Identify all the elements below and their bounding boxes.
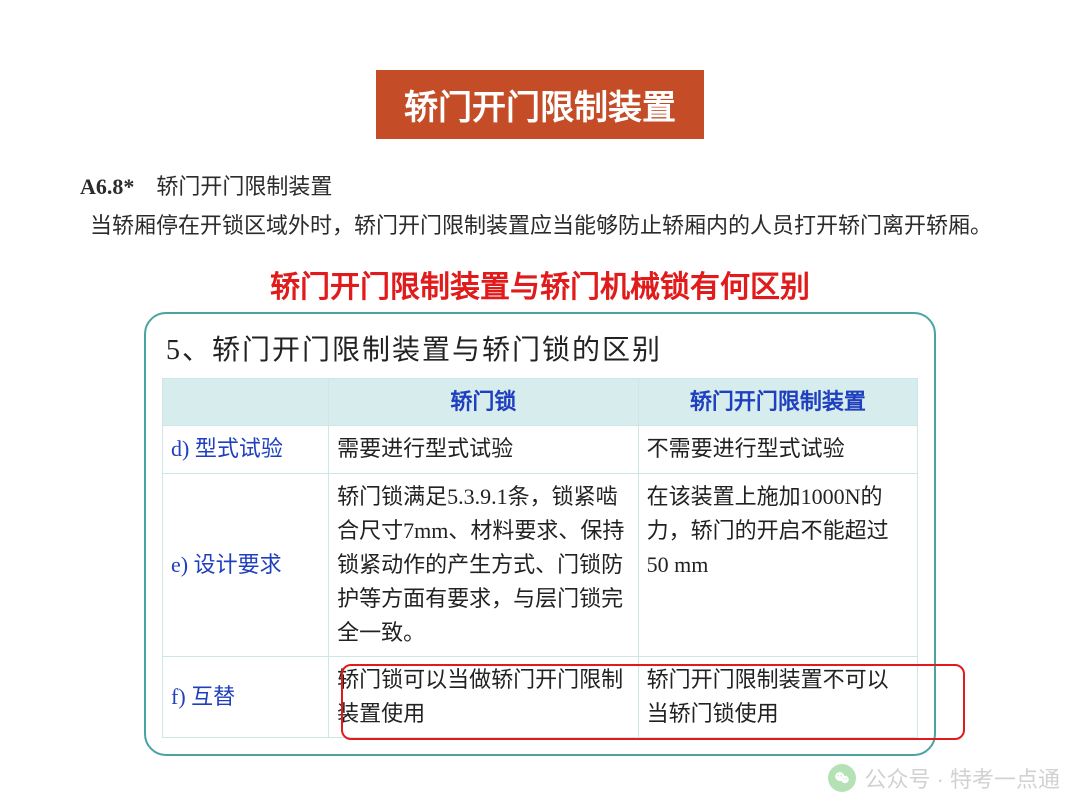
wechat-icon [828, 764, 856, 792]
title-wrap: 轿门开门限制装置 [30, 30, 1050, 169]
cell: 在该装置上施加1000N的力，轿门的开启不能超过50 mm [638, 473, 917, 656]
row-label: e) 设计要求 [163, 473, 329, 656]
header-col2: 轿门开门限制装置 [638, 379, 917, 426]
row-label: f) 互替 [163, 657, 329, 738]
section-label: 轿门开门限制装置 [156, 174, 332, 199]
section-code-line: A6.8* 轿门开门限制装置 [80, 169, 1050, 201]
cell: 需要进行型式试验 [329, 426, 639, 473]
section-code: A6.8* [80, 174, 134, 199]
table-card: 5、轿门开门限制装置与轿门锁的区别 轿门锁 轿门开门限制装置 d) 型式试验 需… [144, 312, 936, 756]
table-row: e) 设计要求 轿门锁满足5.3.9.1条，锁紧啮合尺寸7mm、材料要求、保持锁… [163, 473, 918, 656]
header-blank [163, 379, 329, 426]
watermark-text: 公众号 · 特考一点通 [864, 762, 1060, 794]
table-row: d) 型式试验 需要进行型式试验 不需要进行型式试验 [163, 426, 918, 473]
cell: 轿门开门限制装置不可以当轿门锁使用 [638, 657, 917, 738]
subtitle: 轿门开门限制装置与轿门机械锁有何区别 [30, 262, 1050, 306]
cell: 轿门锁满足5.3.9.1条，锁紧啮合尺寸7mm、材料要求、保持锁紧动作的产生方式… [329, 473, 639, 656]
page: 轿门开门限制装置 A6.8* 轿门开门限制装置 当轿厢停在开锁区域外时，轿门开门… [0, 0, 1080, 810]
table-row: f) 互替 轿门锁可以当做轿门开门限制装置使用 轿门开门限制装置不可以当轿门锁使… [163, 657, 918, 738]
comparison-table: 轿门锁 轿门开门限制装置 d) 型式试验 需要进行型式试验 不需要进行型式试验 … [162, 378, 918, 738]
cell: 不需要进行型式试验 [638, 426, 917, 473]
section-body: 当轿厢停在开锁区域外时，轿门开门限制装置应当能够防止轿厢内的人员打开轿门离开轿厢… [46, 207, 1034, 244]
table-heading: 5、轿门开门限制装置与轿门锁的区别 [166, 328, 918, 368]
row-label: d) 型式试验 [163, 426, 329, 473]
title-banner: 轿门开门限制装置 [376, 70, 704, 139]
header-col1: 轿门锁 [329, 379, 639, 426]
table-header-row: 轿门锁 轿门开门限制装置 [163, 379, 918, 426]
cell: 轿门锁可以当做轿门开门限制装置使用 [329, 657, 639, 738]
watermark: 公众号 · 特考一点通 [828, 762, 1060, 794]
